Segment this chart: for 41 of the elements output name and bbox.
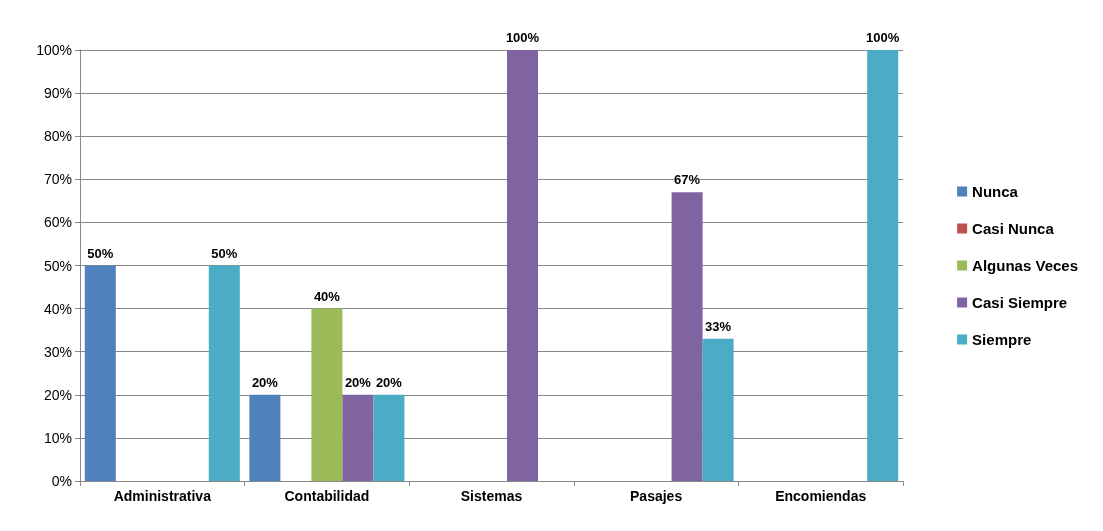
- y-tick-label: 40%: [43, 300, 72, 317]
- y-tick-label: 0%: [51, 473, 72, 489]
- y-tick-label: 90%: [43, 85, 72, 102]
- data-label: 40%: [313, 288, 341, 304]
- legend-label: Nunca: [972, 183, 1019, 200]
- data-label: 100%: [505, 30, 540, 45]
- data-label: 33%: [705, 318, 732, 334]
- x-tick-label: Contabilidad: [284, 488, 370, 504]
- data-label: 20%: [375, 374, 403, 390]
- bar: [249, 394, 281, 481]
- x-tick-label: Administrativa: [113, 488, 212, 504]
- bar: [702, 338, 734, 481]
- y-tick-label: 60%: [43, 214, 72, 231]
- data-label: 20%: [344, 374, 372, 390]
- bar: [342, 394, 374, 481]
- x-tick-label: Pasajes: [630, 488, 683, 504]
- bar: [867, 50, 899, 481]
- legend-label: Siempre: [972, 331, 1032, 348]
- data-label: 67%: [674, 172, 701, 188]
- x-tick-label: Sistemas: [460, 488, 523, 504]
- bar: [208, 265, 240, 481]
- y-tick-label: 50%: [43, 257, 72, 274]
- bar: [671, 192, 703, 481]
- bar: [311, 308, 343, 481]
- legend-label: Casi Siempre: [972, 294, 1068, 311]
- y-tick-label: 10%: [43, 429, 72, 446]
- data-label: 100%: [866, 30, 900, 45]
- bar: [507, 50, 538, 481]
- data-label: 20%: [251, 374, 279, 390]
- y-tick-label: 20%: [43, 386, 72, 403]
- bar: [373, 394, 405, 481]
- data-label: 50%: [211, 245, 238, 261]
- x-tick-label: Encomiendas: [775, 488, 867, 504]
- y-tick-label: 30%: [43, 343, 72, 360]
- legend-label: Algunas Veces: [972, 257, 1078, 274]
- y-tick-label: 70%: [43, 171, 72, 188]
- y-tick-label: 80%: [43, 128, 72, 145]
- y-tick-label: 100%: [36, 42, 72, 58]
- bar: [84, 265, 116, 481]
- legend-label: Casi Nunca: [972, 220, 1055, 237]
- data-label: 50%: [87, 245, 114, 261]
